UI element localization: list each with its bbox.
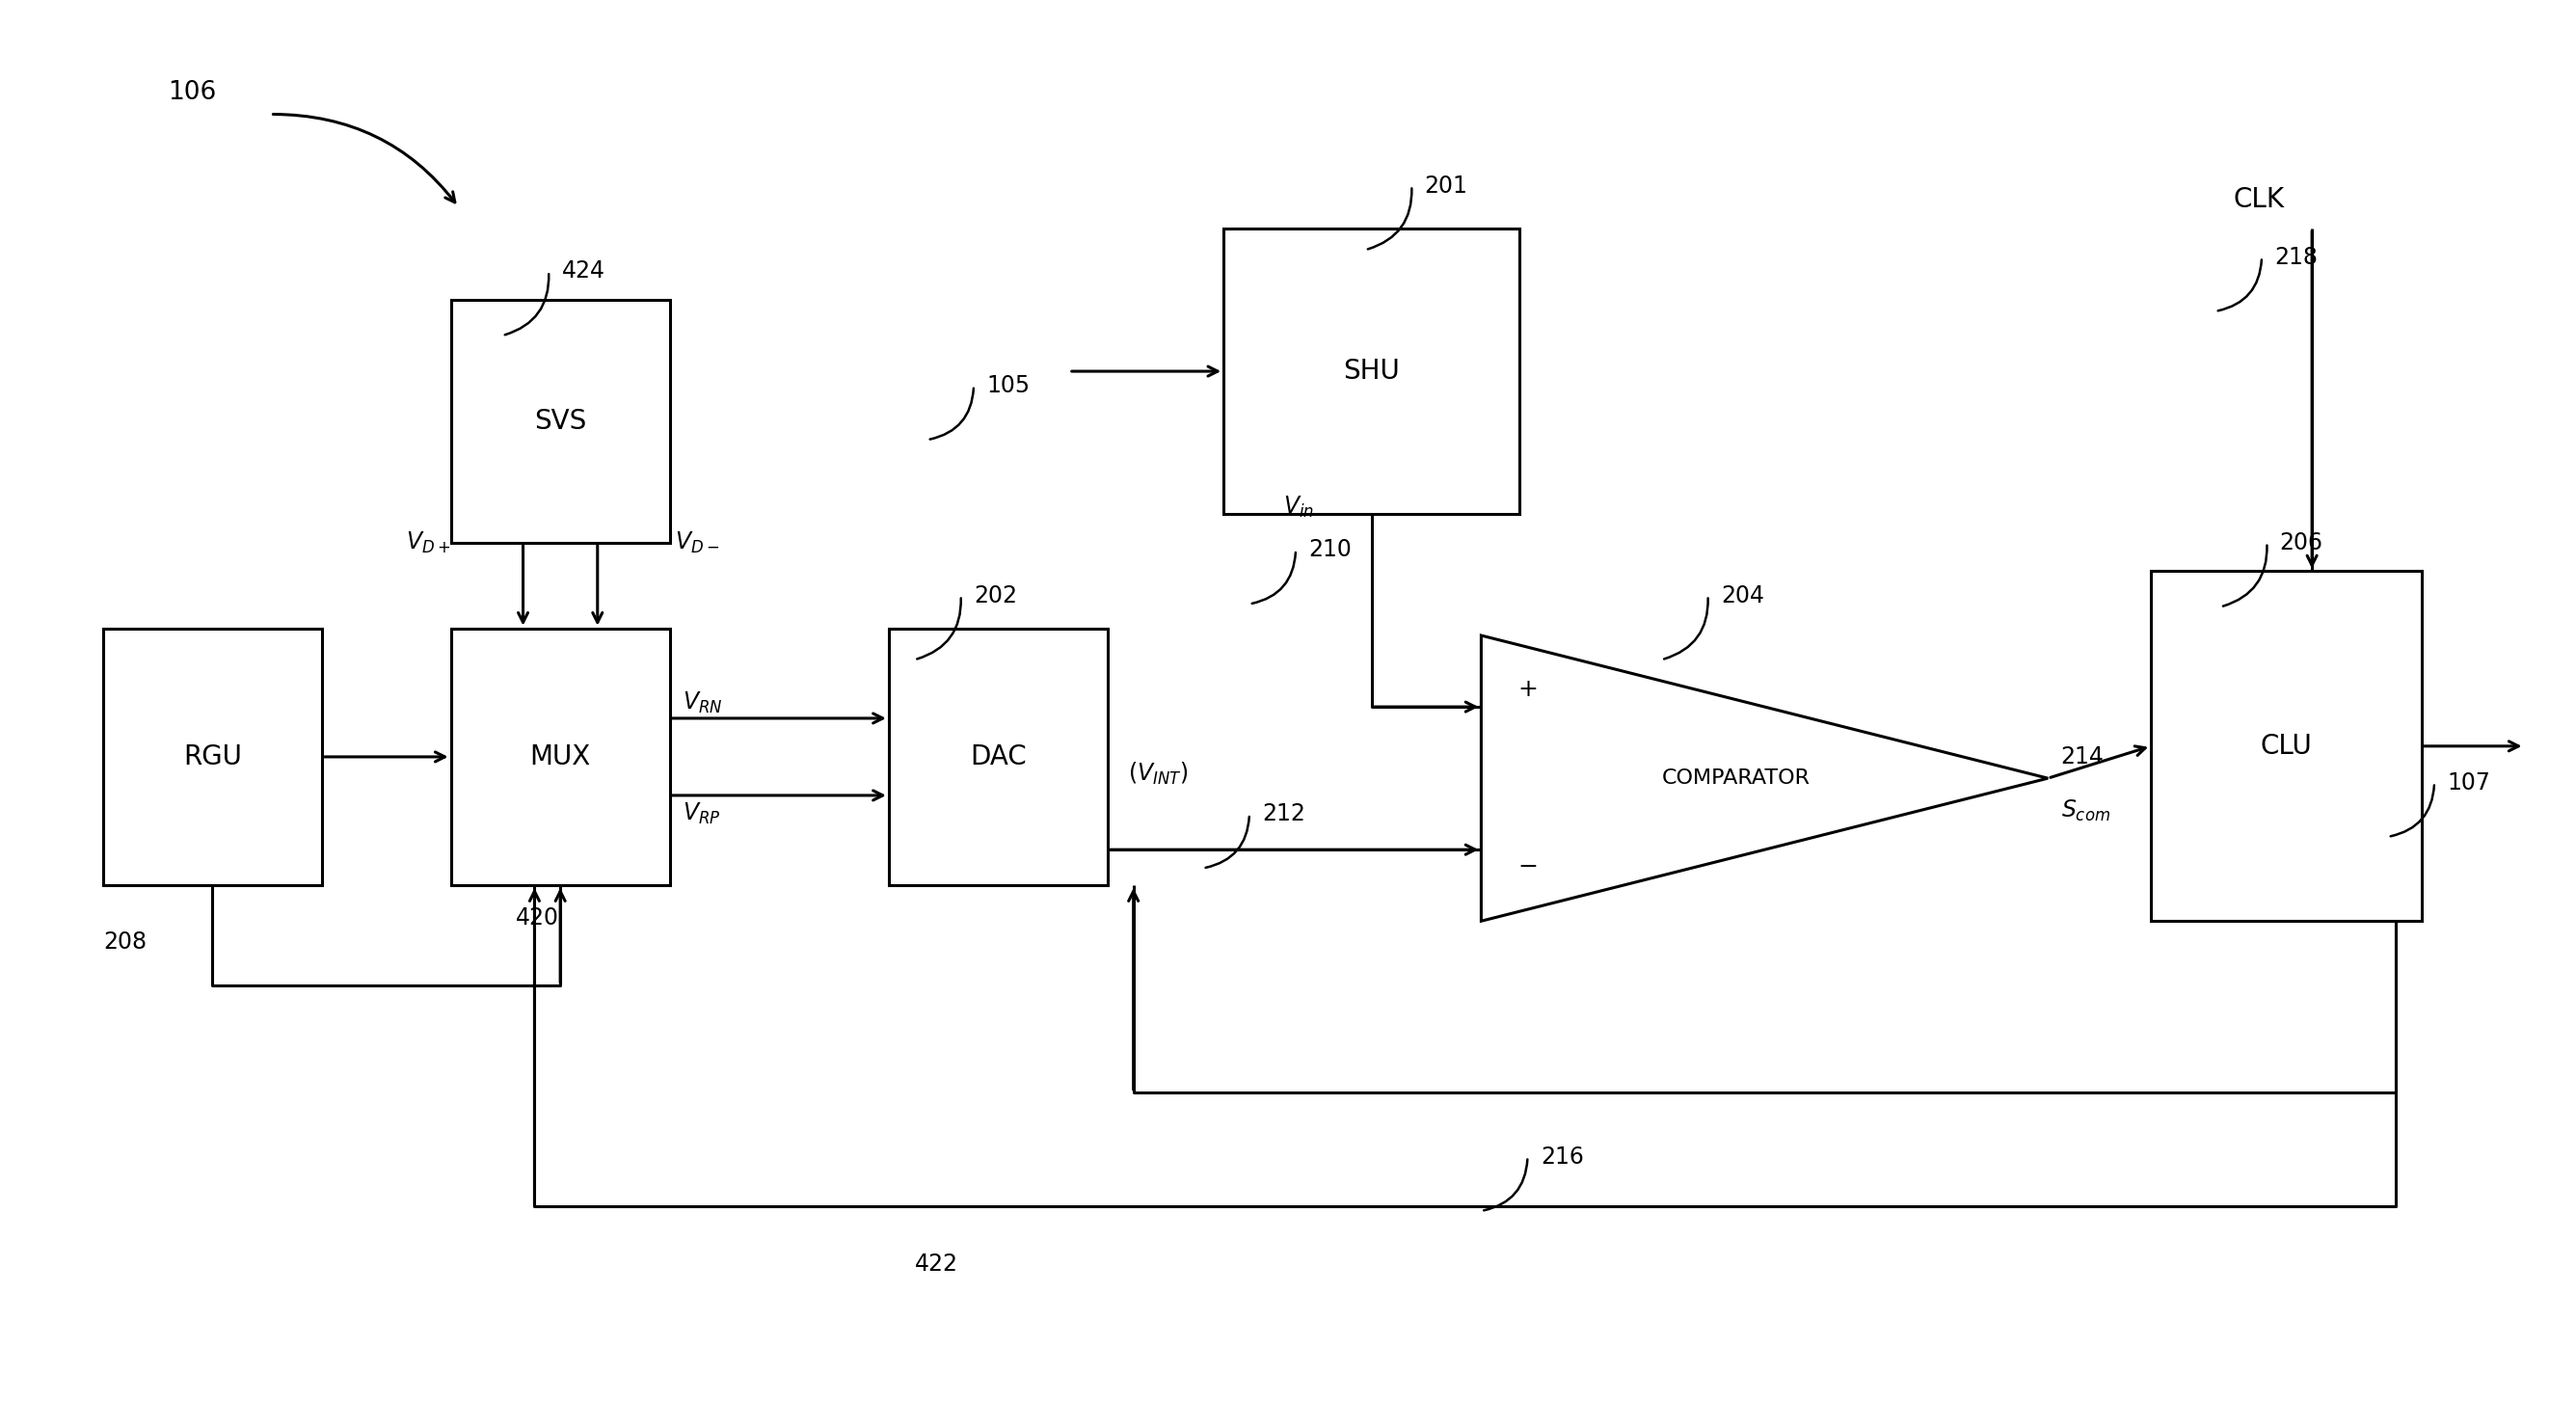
Text: 218: 218 xyxy=(2275,246,2318,268)
Text: $S_{com}$: $S_{com}$ xyxy=(2061,798,2110,824)
Bar xyxy=(451,628,670,885)
Text: CLU: CLU xyxy=(2259,733,2313,760)
Text: MUX: MUX xyxy=(531,744,590,770)
Text: 106: 106 xyxy=(167,80,216,106)
Text: $V_{D-}$: $V_{D-}$ xyxy=(675,530,719,555)
Bar xyxy=(103,628,322,885)
Bar xyxy=(451,300,670,543)
Text: $V_{D+}$: $V_{D+}$ xyxy=(407,530,451,555)
Text: +: + xyxy=(1517,678,1538,701)
Text: 210: 210 xyxy=(1309,538,1352,561)
Text: RGU: RGU xyxy=(183,744,242,770)
Text: $V_{RP}$: $V_{RP}$ xyxy=(683,801,721,827)
Text: 201: 201 xyxy=(1425,174,1468,197)
Text: SVS: SVS xyxy=(533,408,587,434)
Text: COMPARATOR: COMPARATOR xyxy=(1662,768,1811,788)
Bar xyxy=(1224,228,1520,514)
Text: $(V_{INT})$: $(V_{INT})$ xyxy=(1128,761,1188,787)
Text: 216: 216 xyxy=(1540,1145,1584,1168)
Text: 208: 208 xyxy=(103,931,147,954)
Bar xyxy=(2151,571,2421,921)
Text: 212: 212 xyxy=(1262,803,1306,825)
Text: −: − xyxy=(1517,855,1538,878)
Text: SHU: SHU xyxy=(1345,358,1399,384)
Text: 422: 422 xyxy=(914,1252,958,1275)
Text: 204: 204 xyxy=(1721,584,1765,607)
Text: 107: 107 xyxy=(2447,771,2491,794)
Text: 105: 105 xyxy=(987,374,1030,397)
Text: 206: 206 xyxy=(2280,531,2324,554)
Bar xyxy=(889,628,1108,885)
Text: CLK: CLK xyxy=(2233,187,2285,213)
Text: 214: 214 xyxy=(2061,745,2105,768)
Text: $V_{in}$: $V_{in}$ xyxy=(1283,494,1314,520)
Text: 424: 424 xyxy=(562,260,605,283)
Text: 202: 202 xyxy=(974,584,1018,607)
Text: 420: 420 xyxy=(515,907,559,930)
Text: DAC: DAC xyxy=(971,744,1025,770)
Text: $V_{RN}$: $V_{RN}$ xyxy=(683,690,724,715)
